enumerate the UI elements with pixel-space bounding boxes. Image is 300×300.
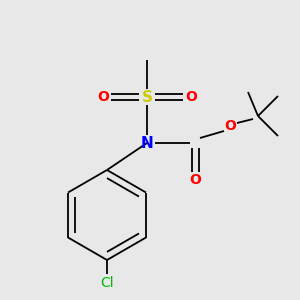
Text: O: O [189,173,201,187]
Text: Cl: Cl [100,276,114,290]
Text: O: O [224,119,236,133]
Text: O: O [185,90,197,104]
Text: S: S [142,89,152,104]
Text: N: N [141,136,153,151]
Text: O: O [97,90,109,104]
